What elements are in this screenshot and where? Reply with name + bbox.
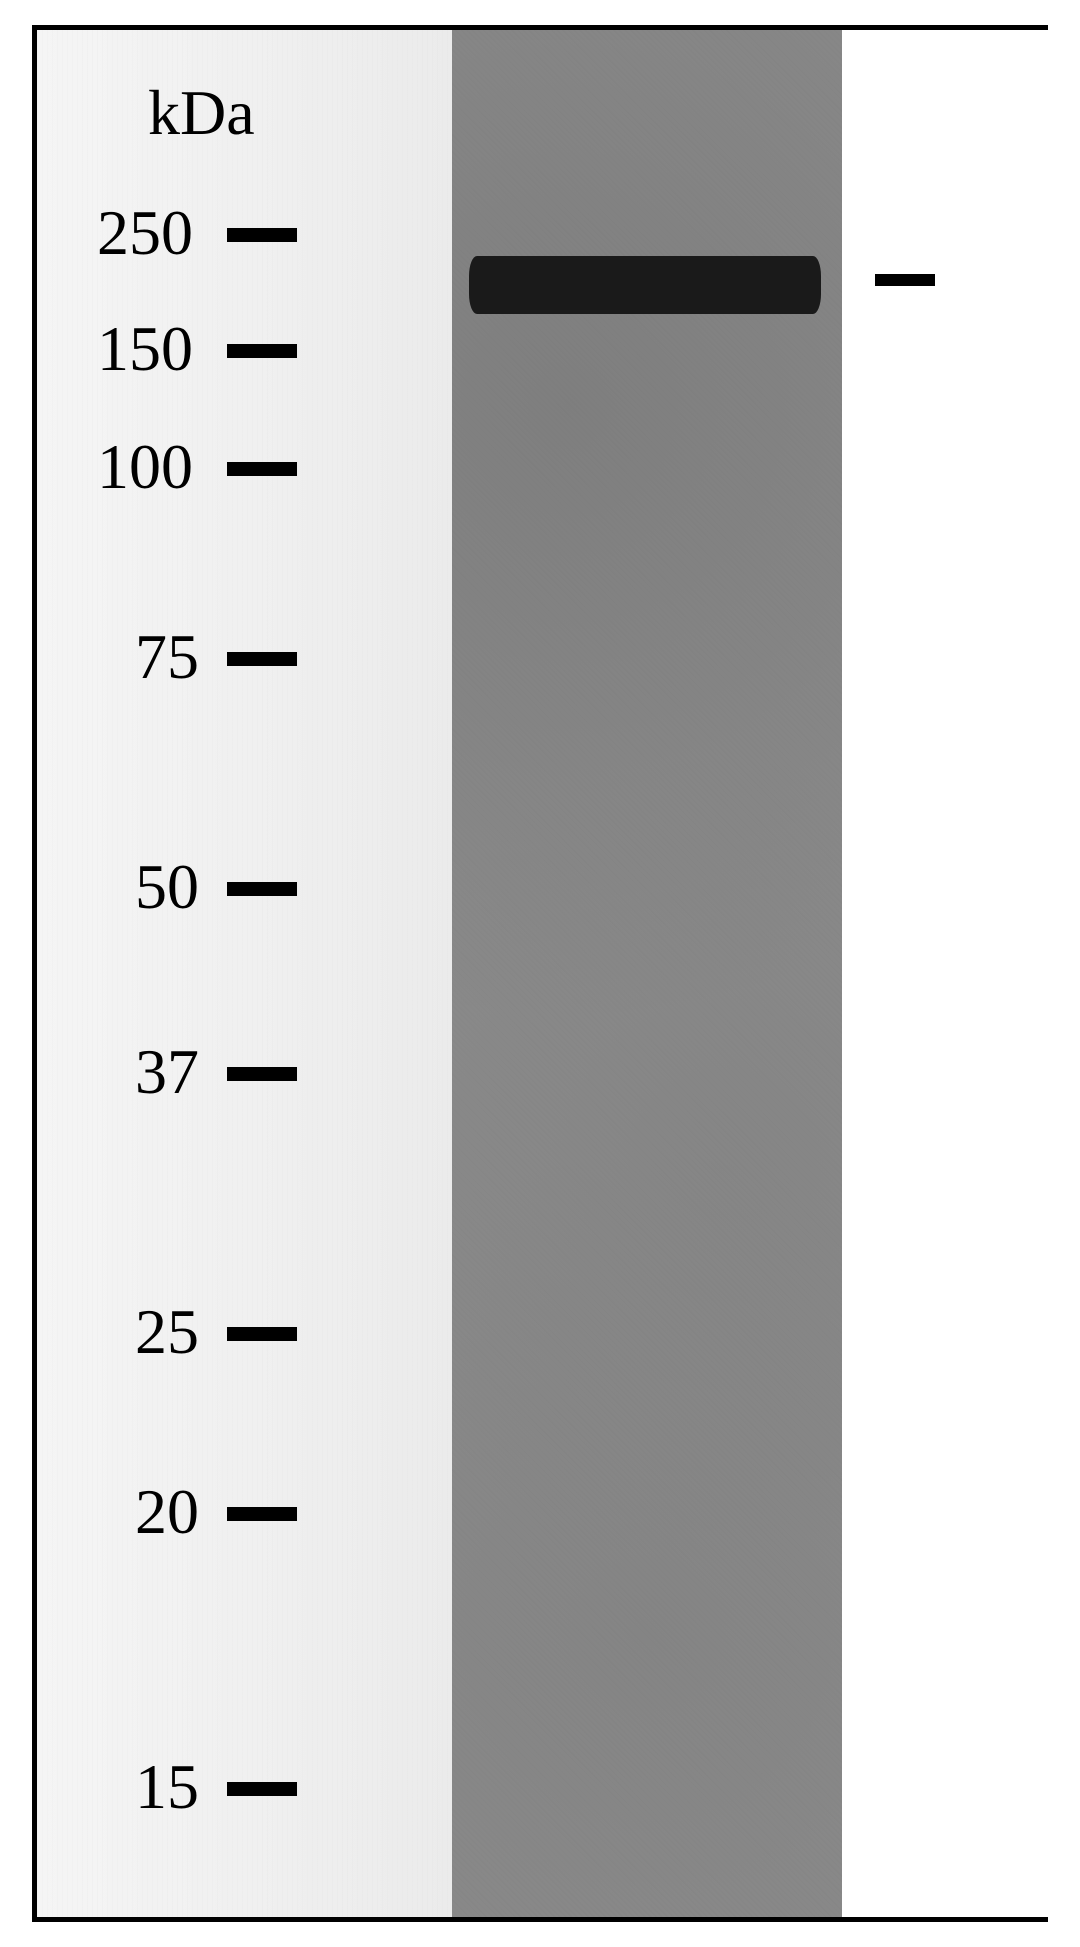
marker-tick-37 bbox=[227, 1067, 297, 1081]
protein-band bbox=[469, 256, 821, 314]
marker-tick-250 bbox=[227, 228, 297, 242]
marker-tick-150 bbox=[227, 344, 297, 358]
marker-label-15: 15 bbox=[135, 1750, 199, 1824]
marker-tick-15 bbox=[227, 1782, 297, 1796]
marker-label-75: 75 bbox=[135, 620, 199, 694]
marker-label-25: 25 bbox=[135, 1295, 199, 1369]
marker-label-100: 100 bbox=[97, 430, 193, 504]
marker-tick-50 bbox=[227, 882, 297, 896]
marker-label-20: 20 bbox=[135, 1475, 199, 1549]
marker-tick-100 bbox=[227, 462, 297, 476]
right-margin bbox=[842, 30, 1048, 1917]
unit-label: kDa bbox=[148, 76, 255, 150]
marker-tick-75 bbox=[227, 652, 297, 666]
marker-tick-25 bbox=[227, 1327, 297, 1341]
marker-label-37: 37 bbox=[135, 1035, 199, 1109]
marker-label-50: 50 bbox=[135, 850, 199, 924]
blot-frame: kDa 250 150 100 75 50 37 25 20 15 bbox=[32, 25, 1048, 1922]
marker-label-150: 150 bbox=[97, 312, 193, 386]
marker-tick-20 bbox=[227, 1507, 297, 1521]
target-indicator-tick bbox=[875, 274, 935, 286]
marker-label-250: 250 bbox=[97, 196, 193, 270]
